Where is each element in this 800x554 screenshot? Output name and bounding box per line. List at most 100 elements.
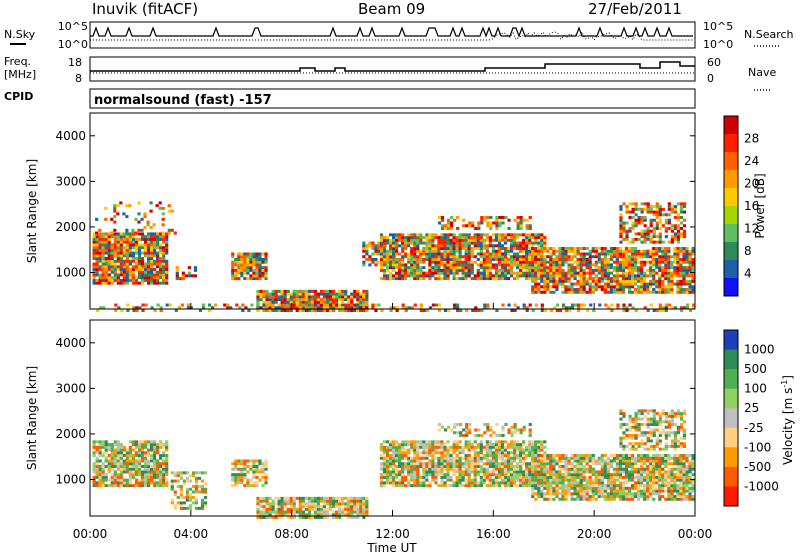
heatmap-cell (446, 459, 450, 463)
heatmap-cell (464, 233, 468, 237)
heatmap-cell (658, 255, 662, 259)
heatmap-cell (640, 221, 644, 225)
heatmap-cell (449, 244, 453, 248)
heatmap-cell (140, 276, 145, 280)
heatmap-cell (464, 255, 468, 259)
heatmap-cell (682, 282, 686, 286)
heatmap-cell (332, 298, 336, 302)
heatmap-cell (98, 470, 102, 474)
heatmap-cell (543, 309, 547, 312)
heatmap-cell (359, 300, 363, 304)
heatmap-cell (643, 249, 647, 253)
heatmap-cell (500, 456, 505, 460)
heatmap-cell (464, 454, 468, 458)
heatmap-cell (316, 516, 321, 519)
heatmap-cell (350, 306, 354, 310)
heatmap-cell (609, 249, 613, 253)
heatmap-cell (431, 459, 435, 463)
heatmap-cell (576, 247, 580, 251)
heatmap-cell (122, 470, 126, 474)
heatmap-cell (246, 459, 250, 463)
noise-left-tick-bottom: 10^0 (58, 38, 88, 51)
heatmap-cell (512, 456, 517, 460)
heatmap-cell (506, 478, 511, 482)
heatmap-cell (107, 278, 111, 282)
heatmap-cell (428, 257, 432, 261)
heatmap-cell (374, 309, 378, 312)
heatmap-cell (479, 481, 483, 485)
heatmap-cell (134, 267, 139, 271)
colorbar-swatch (724, 260, 738, 279)
heatmap-cell (622, 226, 626, 230)
heatmap-cell (594, 492, 598, 496)
heatmap-cell (479, 247, 483, 251)
heatmap-cell (440, 443, 444, 447)
heatmap-cell (289, 499, 293, 503)
heatmap-cell (558, 266, 562, 270)
heatmap-cell (479, 459, 483, 463)
heatmap-cell (549, 290, 553, 294)
heatmap-cell (564, 271, 568, 275)
heatmap-cell (307, 499, 311, 503)
heatmap-cell (404, 440, 408, 444)
heatmap-cell (449, 260, 453, 264)
heatmap-cell (322, 303, 327, 307)
colorbar-swatch (724, 206, 738, 225)
heatmap-cell (116, 456, 120, 460)
heatmap-cell (125, 459, 129, 463)
heatmap-cell (640, 260, 644, 264)
heatmap-cell (637, 266, 641, 270)
heatmap-cell (491, 249, 496, 253)
heatmap-cell (640, 207, 644, 211)
heatmap-cell (603, 266, 607, 270)
heatmap-cell (265, 300, 269, 304)
heatmap-cell (513, 423, 517, 427)
heatmap-cell (473, 236, 477, 240)
heatmap-cell (332, 295, 336, 299)
heatmap-cell (178, 277, 182, 281)
heatmap-cell (335, 505, 339, 509)
heatmap-cell (485, 470, 489, 474)
heatmap-cell (98, 451, 102, 455)
heatmap-cell (425, 454, 429, 458)
heatmap-cell (413, 247, 417, 251)
heatmap-cell (156, 470, 160, 474)
heatmap-cell (506, 238, 511, 242)
heatmap-cell (618, 260, 623, 264)
heatmap-cell (371, 241, 375, 245)
heatmap-cell (107, 259, 111, 263)
heatmap-cell (465, 423, 469, 427)
heatmap-cell (165, 237, 169, 241)
heatmap-cell (582, 492, 586, 496)
heatmap-cell (655, 213, 659, 217)
heatmap-cell (452, 271, 456, 275)
heatmap-cell (379, 462, 384, 466)
heatmap-cell (676, 226, 681, 230)
heatmap-cell (398, 257, 402, 261)
heatmap-cell (246, 464, 250, 468)
heatmap-cell (606, 257, 610, 261)
heatmap-cell (555, 484, 559, 488)
heatmap-cell (658, 263, 662, 267)
heatmap-cell (140, 228, 144, 232)
heatmap-cell (385, 252, 390, 256)
heatmap-cell (443, 268, 447, 272)
heatmap-cell (149, 232, 154, 236)
heatmap-cell (516, 247, 520, 251)
heatmap-cell (470, 481, 474, 485)
heatmap-cell (512, 448, 517, 452)
heatmap-cell (621, 260, 626, 264)
heatmap-cell (173, 504, 177, 508)
heatmap-cell (516, 428, 520, 432)
heatmap-cell (549, 470, 553, 474)
heatmap-cell (627, 285, 632, 289)
heatmap-cell (341, 295, 345, 299)
heatmap-cell (676, 274, 680, 278)
heatmap-cell (500, 459, 505, 463)
heatmap-cell (92, 467, 96, 471)
heatmap-cell (92, 240, 96, 244)
heatmap-cell (404, 241, 408, 245)
heatmap-cell (265, 298, 269, 302)
heatmap-cell (564, 495, 568, 499)
heatmap-cell (434, 451, 438, 455)
